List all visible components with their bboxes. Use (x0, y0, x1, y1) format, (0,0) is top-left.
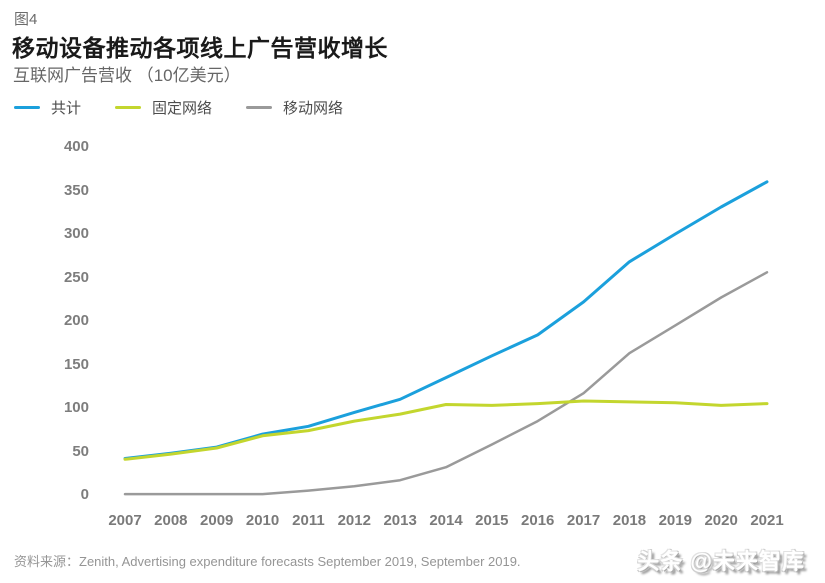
legend-item-mobile: 移动网络 (246, 97, 343, 118)
x-tick-label: 2007 (108, 512, 142, 529)
chart-legend: 共计 固定网络 移动网络 (14, 97, 377, 118)
series-line-mobile (123, 271, 769, 496)
y-tick-label: 0 (80, 486, 89, 503)
x-tick-label: 2018 (612, 512, 647, 529)
x-tick-label: 2011 (292, 512, 325, 529)
x-tick-label: 2014 (429, 512, 463, 529)
y-tick-label: 400 (63, 138, 89, 155)
watermark: 头条 @未来智库 (637, 549, 805, 574)
source-note: 资料来源：Zenith, Advertising expenditure for… (14, 554, 521, 569)
y-tick-label: 50 (72, 442, 89, 460)
y-tick-label: 300 (63, 225, 89, 242)
x-tick-label: 2008 (154, 512, 188, 529)
x-tick-label: 2017 (566, 512, 601, 529)
legend-item-fixed: 固定网络 (115, 97, 212, 118)
x-tick-label: 2019 (658, 512, 692, 529)
y-axis: 0 50 100 150 200 250 300 350 400 (0, 0, 89, 583)
legend-item-total: 共计 (14, 97, 81, 118)
x-tick-label: 2015 (475, 512, 509, 529)
chart-subtitle: 互联网广告营收 （10亿美元） (13, 66, 241, 85)
legend-label-total: 共计 (51, 100, 82, 117)
legend-label-mobile: 移动网络 (283, 100, 344, 117)
x-tick-label: 2012 (337, 512, 371, 529)
page-title: 移动设备推动各项线上广告营收增长 (12, 35, 388, 61)
x-tick-label: 2009 (200, 512, 234, 529)
legend-swatch-fixed-icon (115, 106, 142, 109)
legend-label-fixed: 固定网络 (152, 100, 213, 117)
x-tick-label: 2016 (521, 512, 555, 529)
x-tick-label: 2013 (383, 512, 417, 529)
series-line-fixed (123, 399, 769, 461)
x-tick-label: 2010 (245, 512, 280, 529)
y-tick-label: 200 (63, 312, 89, 329)
y-tick-label: 100 (63, 399, 89, 416)
y-tick-label: 350 (63, 181, 89, 199)
y-tick-label: 250 (63, 268, 89, 286)
x-tick-label: 2021 (750, 512, 784, 529)
legend-swatch-total-icon (14, 106, 40, 109)
figure-number: 图4 (14, 11, 38, 28)
legend-swatch-mobile-icon (246, 106, 273, 109)
x-tick-label: 2020 (704, 512, 738, 529)
y-tick-label: 150 (63, 355, 89, 373)
